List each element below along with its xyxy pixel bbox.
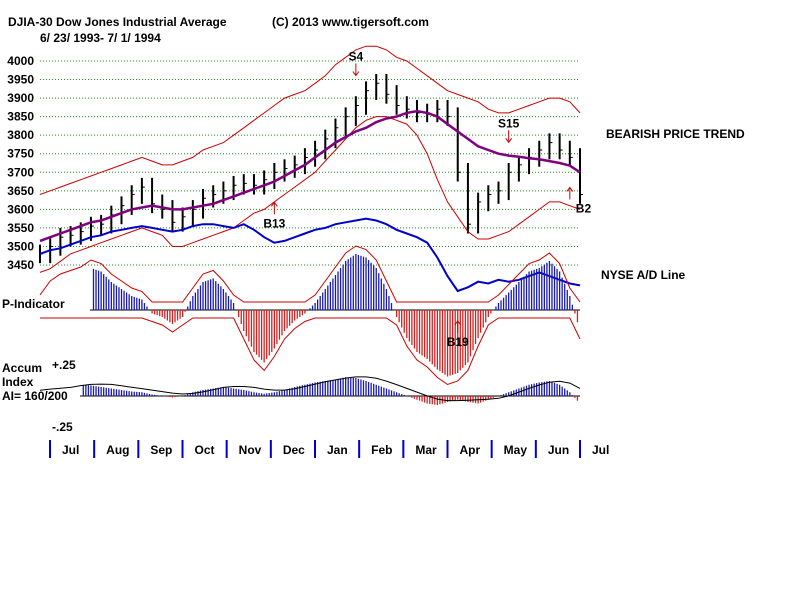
accum-label-line1: Accum — [2, 361, 43, 375]
accum-label-line2: Index — [2, 375, 34, 389]
price-tick-label: 3500 — [7, 239, 34, 253]
month-axis: Jul Aug Sep Oct Nov Dec Jan Feb Mar Apr May Jun Jul — [49, 440, 609, 458]
p-indicator-label: P-Indicator — [2, 297, 65, 311]
signal-arrow-head — [566, 186, 574, 192]
price-tick-label: 3650 — [7, 184, 34, 198]
series-lines — [39, 45, 581, 293]
accum-index-histogram — [39, 376, 581, 405]
price-axis-ticks: 3450 3500 3550 3600 3650 3700 3750 3800 3850 3900… — [7, 54, 34, 272]
copyright-text: (C) 2013 www.tigersoft.com — [272, 15, 429, 29]
month-label: Dec — [283, 443, 305, 457]
ad-line-label: NYSE A/D Line — [601, 268, 686, 282]
p-indicator-histogram — [39, 245, 581, 386]
p-indicator-lower-envelope — [40, 317, 581, 386]
month-label: Apr — [460, 443, 481, 457]
month-label: Jun — [548, 443, 569, 457]
price-tick-label: 3450 — [7, 258, 34, 272]
signal-label-b13: B13 — [263, 216, 285, 230]
price-tick-label: 3850 — [7, 110, 34, 124]
series-line-lower-band — [39, 116, 581, 273]
series-line-nyse-a-d-line — [39, 217, 581, 293]
chart-title: DJIA-30 Dow Jones Industrial Average — [8, 15, 227, 29]
signal-label-s4: S4 — [349, 50, 364, 64]
signal-label-b19: B19 — [447, 335, 469, 349]
month-label: May — [504, 443, 528, 457]
month-label: Sep — [150, 443, 172, 457]
signal-arrow-head — [270, 201, 278, 207]
signal-arrow-head — [454, 320, 462, 326]
month-label: Aug — [106, 443, 129, 457]
month-label: Feb — [371, 443, 392, 457]
signal-label-b2: B2 — [576, 201, 592, 215]
accum-tick-bottom: -.25 — [52, 420, 73, 434]
p-indicator-upper-envelope — [39, 245, 581, 303]
price-tick-label: 3800 — [7, 128, 34, 142]
price-tick-label: 3700 — [7, 165, 34, 179]
signal-annotations: S4 S15 B13 B19 B2 — [263, 50, 591, 349]
month-label: Jan — [327, 443, 348, 457]
month-label: Nov — [239, 443, 262, 457]
price-tick-label: 3750 — [7, 147, 34, 161]
price-tick-label: 3550 — [7, 221, 34, 235]
price-gridlines — [40, 60, 580, 266]
month-label: Jul — [592, 443, 609, 457]
trend-label: BEARISH PRICE TREND — [606, 127, 745, 141]
month-label: Mar — [415, 443, 437, 457]
price-bars — [39, 73, 583, 264]
date-range: 6/ 23/ 1993- 7/ 1/ 1994 — [40, 31, 161, 45]
price-tick-label: 3950 — [7, 73, 34, 87]
signal-arrow-head — [352, 71, 360, 77]
month-label: Jul — [62, 443, 79, 457]
month-label: Oct — [195, 443, 215, 457]
price-tick-label: 3600 — [7, 202, 34, 216]
signal-label-s15: S15 — [498, 116, 520, 130]
ai-label: AI= 160/200 — [2, 389, 68, 403]
price-tick-label: 3900 — [7, 91, 34, 105]
price-tick-label: 4000 — [7, 54, 34, 68]
series-line-upper-band — [39, 45, 581, 195]
accum-tick-top: +.25 — [52, 358, 76, 372]
series-line-moving-average — [39, 109, 581, 243]
signal-arrow-head — [505, 137, 513, 144]
accum-average-line — [39, 376, 581, 402]
